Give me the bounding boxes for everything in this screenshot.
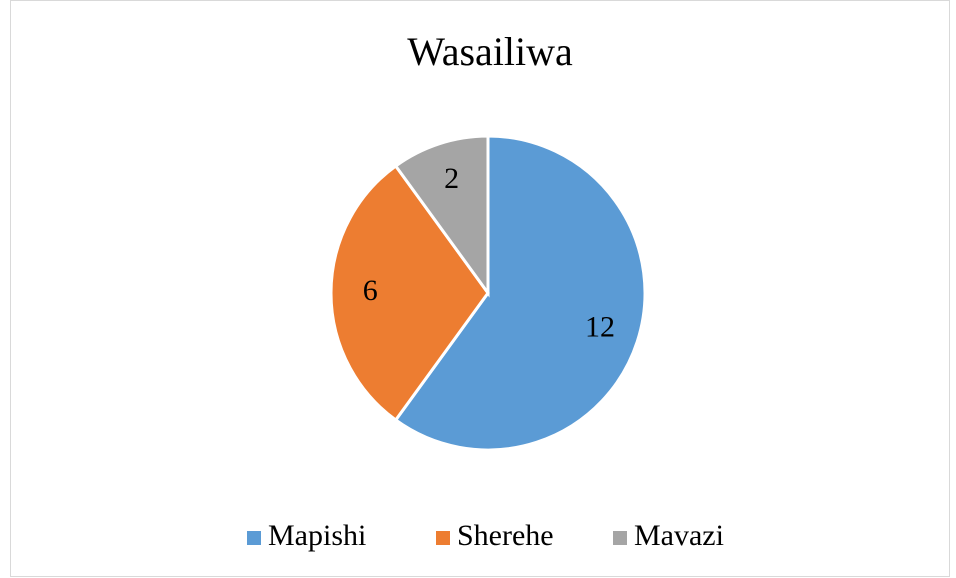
- legend-swatch: [247, 531, 261, 545]
- legend-swatch: [613, 531, 627, 545]
- data-label: 12: [585, 310, 615, 343]
- data-label: 6: [363, 274, 378, 307]
- data-label: 2: [444, 162, 459, 195]
- legend-label: Mapishi: [268, 519, 366, 552]
- legend-swatch: [436, 531, 450, 545]
- pie-slice: [393, 134, 647, 452]
- chart-title: Wasailiwa: [407, 29, 573, 74]
- legend-label: Mavazi: [634, 519, 724, 552]
- pie-slice: [393, 134, 490, 298]
- legend-label: Sherehe: [457, 519, 554, 552]
- pie-slice: [329, 163, 490, 423]
